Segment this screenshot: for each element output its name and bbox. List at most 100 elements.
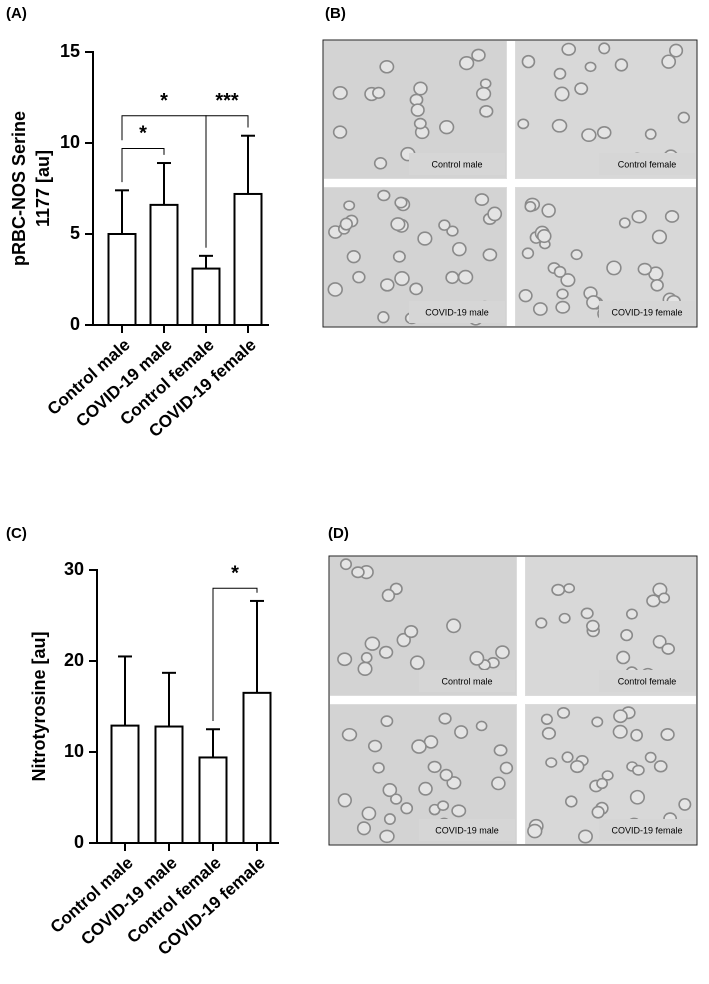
cell [545, 757, 558, 768]
cell [360, 651, 373, 664]
cell [446, 225, 459, 237]
significance-label: *** [215, 90, 239, 112]
cell [584, 61, 597, 73]
cell [586, 619, 600, 633]
y-axis-label: Nitrotyrosine [au] [29, 631, 49, 781]
micrograph-caption: Control female [618, 676, 677, 686]
cell [553, 265, 567, 278]
cell [346, 250, 361, 264]
cell [551, 583, 566, 597]
cell [380, 715, 394, 728]
cell [574, 82, 589, 96]
cell [457, 269, 474, 285]
cell [418, 781, 433, 796]
significance-label: * [160, 90, 168, 112]
cell [377, 311, 390, 324]
cell [352, 270, 366, 284]
divider [330, 696, 696, 704]
cell [495, 645, 510, 660]
cell [541, 203, 556, 218]
cell [564, 795, 578, 808]
cell [650, 278, 664, 292]
cell [518, 289, 533, 303]
micrograph-caption: COVID-19 male [435, 825, 499, 835]
cell [372, 762, 385, 774]
cell [379, 59, 395, 74]
cell [560, 273, 576, 288]
cell [532, 302, 548, 316]
cell [445, 270, 460, 285]
cell [332, 86, 348, 100]
cell [378, 645, 394, 659]
significance-bracket [205, 115, 249, 248]
cell [596, 777, 608, 790]
significance-bracket [212, 587, 258, 722]
cell [678, 797, 692, 811]
cell [341, 727, 358, 742]
cell [561, 42, 577, 56]
cell [540, 713, 553, 725]
bar [154, 725, 184, 845]
panel-label: (D) [328, 525, 349, 542]
cell [471, 48, 486, 62]
cell [377, 189, 391, 202]
cell [410, 103, 425, 117]
cell [417, 231, 433, 246]
cell [356, 821, 372, 836]
cell [427, 760, 442, 774]
cell [381, 588, 396, 603]
cell [487, 206, 503, 222]
cell [451, 804, 467, 818]
cell [400, 802, 414, 815]
cell [454, 725, 469, 739]
cell [613, 709, 628, 724]
cell [394, 196, 408, 209]
y-tick-label: 30 [64, 559, 84, 579]
cell [660, 728, 675, 741]
cell [661, 54, 677, 69]
cell [570, 760, 585, 774]
y-tick-label: 10 [60, 132, 80, 152]
cell [361, 806, 377, 821]
caption-box [419, 819, 515, 841]
y-tick-label: 15 [60, 41, 80, 61]
cell [413, 117, 427, 130]
micrograph-caption: COVID-19 female [611, 307, 682, 317]
cell [373, 157, 388, 170]
cell [658, 592, 671, 604]
panel-label: (C) [6, 525, 27, 542]
cell [475, 720, 488, 732]
cell [396, 632, 411, 648]
cell [556, 288, 569, 300]
cell [598, 42, 611, 55]
cell [383, 813, 396, 825]
cell [382, 782, 398, 798]
significance-bracket [121, 147, 165, 183]
cell [563, 583, 576, 594]
bar [107, 233, 137, 326]
cell [551, 118, 568, 133]
cell [517, 118, 530, 130]
cell [620, 629, 634, 642]
cell [631, 209, 647, 224]
cell [327, 282, 343, 297]
bar [242, 691, 272, 844]
cell [661, 642, 676, 655]
caption-box [599, 301, 695, 323]
cell [409, 655, 425, 670]
caption-box [599, 670, 695, 692]
cell [372, 86, 386, 99]
caption-box [409, 301, 505, 323]
cell [556, 706, 571, 719]
cell [601, 770, 614, 781]
cell [404, 625, 419, 639]
cell [439, 119, 455, 135]
cell [578, 829, 593, 844]
cell [664, 210, 680, 223]
cell [616, 650, 631, 665]
cell [339, 217, 353, 231]
cell [367, 739, 383, 753]
cell [364, 636, 381, 651]
cell [446, 776, 462, 790]
significance-label: * [231, 562, 239, 584]
